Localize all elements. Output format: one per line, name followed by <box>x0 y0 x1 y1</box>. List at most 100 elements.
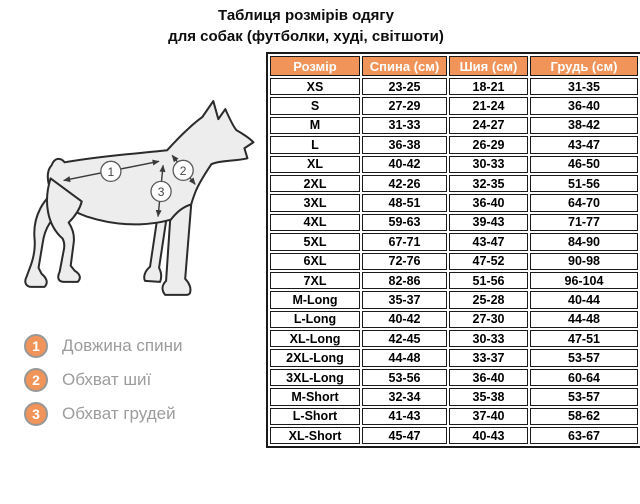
table-cell: 30-33 <box>449 155 528 173</box>
table-cell: XL-Short <box>270 427 360 445</box>
table-cell: 23-25 <box>362 78 447 96</box>
legend-item-neck-girth: 2 Обхват шиї <box>24 368 151 392</box>
table-cell: 2XL <box>270 174 360 193</box>
table-cell: XS <box>270 78 360 96</box>
table-cell: 7XL <box>270 271 360 290</box>
legend-item-back-length: 1 Довжина спини <box>24 334 183 358</box>
diagram-marker-1-number: 1 <box>108 165 115 179</box>
table-cell: 31-35 <box>530 78 638 96</box>
table-row: 2XL 42-26 32-35 51-56 <box>270 174 638 193</box>
table-cell: 35-37 <box>362 291 447 309</box>
table-cell: 2XL-Long <box>270 349 360 367</box>
table-cell: 43-47 <box>449 233 528 251</box>
table-cell: 5XL <box>270 233 360 251</box>
table-cell: 30-33 <box>449 330 528 348</box>
table-cell: 63-67 <box>530 427 638 445</box>
table-cell: 27-30 <box>449 310 528 329</box>
table-cell: M-Short <box>270 388 360 406</box>
table-cell: 35-38 <box>449 388 528 406</box>
table-cell: 24-27 <box>449 116 528 135</box>
table-row: XS 23-25 18-21 31-35 <box>270 78 638 96</box>
table-row: 7XL 82-86 51-56 96-104 <box>270 271 638 290</box>
size-table: Розмір Спина (см) Шия (см) Грудь (см) XS 23-… <box>266 52 640 449</box>
table-cell: 37-40 <box>449 407 528 426</box>
table-cell: 3XL <box>270 194 360 212</box>
table-row: M-Short 32-34 35-38 53-57 <box>270 388 638 406</box>
table-cell: 33-37 <box>449 349 528 367</box>
table-cell: 18-21 <box>449 78 528 96</box>
table-cell: 32-35 <box>449 174 528 193</box>
table-cell: 47-52 <box>449 252 528 270</box>
table-cell: 44-48 <box>362 349 447 367</box>
diagram-marker-1: 1 <box>100 160 122 183</box>
table-row: 3XL 48-51 36-40 64-70 <box>270 194 638 212</box>
table-cell: 59-63 <box>362 213 447 232</box>
table-cell: 53-57 <box>530 388 638 406</box>
table-row: XL-Long 42-45 30-33 47-51 <box>270 330 638 348</box>
table-cell: 51-56 <box>449 271 528 290</box>
table-cell: L-Long <box>270 310 360 329</box>
diagram-marker-2: 2 <box>172 159 194 182</box>
table-cell: 45-47 <box>362 427 447 445</box>
table-row: L-Long 40-42 27-30 44-48 <box>270 310 638 329</box>
table-cell: 40-42 <box>362 155 447 173</box>
table-cell: 71-77 <box>530 213 638 232</box>
legend-item-label: Обхват шиї <box>62 370 152 389</box>
table-row: M 31-33 24-27 38-42 <box>270 116 638 135</box>
table-cell: 44-48 <box>530 310 638 329</box>
table-cell: 53-57 <box>530 349 638 367</box>
legend-number-badge: 2 <box>24 368 48 392</box>
table-cell: 96-104 <box>530 271 638 290</box>
table-row: L-Short 41-43 37-40 58-62 <box>270 407 638 426</box>
table-cell: 31-33 <box>362 116 447 135</box>
column-header: Грудь (см) <box>530 56 638 76</box>
table-row: 2XL-Long 44-48 33-37 53-57 <box>270 349 638 367</box>
table-cell: M <box>270 116 360 135</box>
legend-number-badge: 3 <box>24 402 48 426</box>
size-table-body: XS 23-25 18-21 31-35 S 27-29 21-24 36-40 M 31-33 2… <box>270 78 638 445</box>
size-table-header-row: Розмір Спина (см) Шия (см) Грудь (см) <box>270 56 638 76</box>
table-cell: 48-51 <box>362 194 447 212</box>
table-cell: 36-38 <box>362 136 447 154</box>
table-cell: 90-98 <box>530 252 638 270</box>
legend-item-label: Обхват грудей <box>62 404 176 423</box>
legend-item-chest-girth: 3 Обхват грудей <box>24 402 176 426</box>
table-row: 4XL 59-63 39-43 71-77 <box>270 213 638 232</box>
table-cell: XL <box>270 155 360 173</box>
table-row: XL-Short 45-47 40-43 63-67 <box>270 427 638 445</box>
table-cell: 3XL-Long <box>270 368 360 387</box>
table-cell: 43-47 <box>530 136 638 154</box>
table-cell: 25-28 <box>449 291 528 309</box>
table-cell: 32-34 <box>362 388 447 406</box>
dog-measurement-diagram: 1 2 3 <box>24 100 255 296</box>
page-title-line2: для собак (футболки, худі, світшоти) <box>168 28 444 45</box>
table-cell: L-Short <box>270 407 360 426</box>
table-cell: XL-Long <box>270 330 360 348</box>
column-header: Розмір <box>270 56 360 76</box>
legend-item-label: Довжина спини <box>62 336 183 355</box>
diagram-marker-3-number: 3 <box>158 185 165 199</box>
table-cell: M-Long <box>270 291 360 309</box>
dog-near-front-leg <box>161 203 193 296</box>
table-row: 3XL-Long 53-56 36-40 60-64 <box>270 368 638 387</box>
column-header: Шия (см) <box>449 56 528 76</box>
table-cell: 39-43 <box>449 213 528 232</box>
table-row: 5XL 67-71 43-47 84-90 <box>270 233 638 251</box>
table-cell: 82-86 <box>362 271 447 290</box>
table-row: M-Long 35-37 25-28 40-44 <box>270 291 638 309</box>
table-cell: 21-24 <box>449 97 528 115</box>
table-cell: 40-42 <box>362 310 447 329</box>
table-cell: 36-40 <box>449 194 528 212</box>
table-cell: 4XL <box>270 213 360 232</box>
table-cell: 36-40 <box>449 368 528 387</box>
table-cell: 6XL <box>270 252 360 270</box>
table-cell: 40-44 <box>530 291 638 309</box>
table-cell: S <box>270 97 360 115</box>
table-cell: 41-43 <box>362 407 447 426</box>
table-cell: L <box>270 136 360 154</box>
table-row: XL 40-42 30-33 46-50 <box>270 155 638 173</box>
table-cell: 42-45 <box>362 330 447 348</box>
table-cell: 36-40 <box>530 97 638 115</box>
table-cell: 51-56 <box>530 174 638 193</box>
column-header: Спина (см) <box>362 56 447 76</box>
